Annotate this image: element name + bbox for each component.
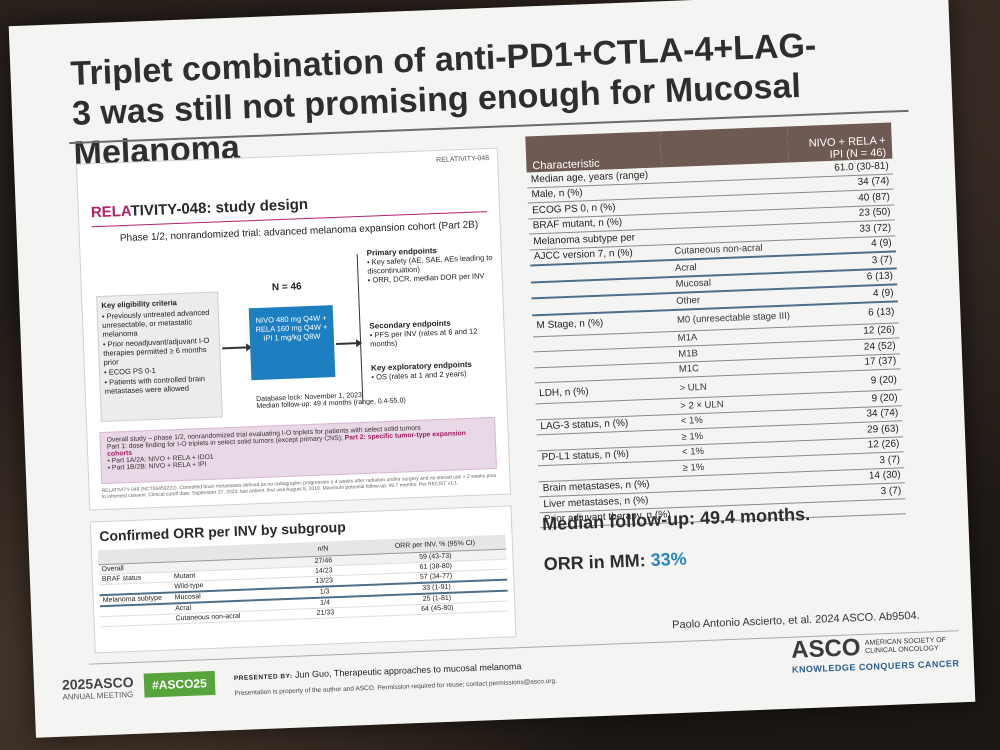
orr-title: Confirmed ORR per INV by subgroup [99, 518, 347, 545]
hashtag-badge: #ASCO25 [143, 670, 216, 698]
phase-part: (Part 2B) [438, 219, 479, 232]
presented-by-label: PRESENTED BY: [233, 672, 293, 683]
presenter-line: PRESENTED BY: Jun Guo, Therapeutic appro… [234, 661, 522, 682]
orr-table: n/N ORR per INV, % (95% CI) Overall 27/46… [97, 534, 509, 628]
society-name: AMERICAN SOCIETY OF CLINICAL ONCOLOGY [864, 636, 947, 655]
logo-meeting: ANNUAL MEETING [62, 690, 134, 702]
flow-arrow [222, 346, 249, 350]
study-reference-label: RELATIVITY-048 [436, 154, 490, 164]
citation: Paolo Antonio Ascierto, et al. 2024 ASCO… [671, 609, 920, 632]
arm-header: NIVO + RELA + IPI (N = 46) [786, 122, 893, 163]
characteristic-value [801, 498, 907, 518]
characteristic-header: Characteristic [525, 131, 662, 173]
orr-mm-value: 33% [650, 548, 688, 571]
eligibility-item: • Patients with controlled brain metasta… [104, 374, 206, 396]
study-title-prefix: RELA [90, 202, 131, 222]
study-design-panel: RELATIVITY-048 RELATIVITY-048: study des… [76, 147, 512, 511]
eligibility-item: • Prior neoadjuvant/adjuvant I-O therapi… [102, 335, 210, 367]
orr-panel: Confirmed ORR per INV by subgroup n/N OR… [89, 505, 517, 654]
database-lock: Database lock: November 1, 2023 Median f… [256, 390, 406, 410]
primary-endpoints: Primary endpoints • Key safety (AE, SAE,… [366, 244, 499, 285]
asco-society-logo: ASCO AMERICAN SOCIETY OF CLINICAL ONCOLO… [790, 630, 960, 675]
property-notice: Presentation is property of the author a… [234, 677, 558, 698]
overall-study-box: Overall study – phase 1/2, nonrandomized… [99, 416, 498, 485]
phase-text: Phase 1/2, nonrandomized trial: advanced… [119, 221, 436, 245]
exploratory-endpoints: Key exploratory endpoints • OS (rates at… [371, 359, 504, 382]
study-title-rest: TIVITY-048: study design [130, 195, 309, 220]
orr-mm-label: ORR in MM: [543, 550, 652, 575]
sample-size: N = 46 [271, 281, 302, 294]
projection-screen: Triplet combination of anti-PD1+CTLA-4+L… [8, 0, 976, 738]
flow-arrow [336, 342, 359, 345]
study-design-title: RELATIVITY-048: study design [91, 196, 309, 221]
logo-brand: ASCO [92, 674, 134, 692]
logo-year: 2025 [61, 675, 94, 693]
asco-meeting-logo: 2025ASCO ANNUAL MEETING [62, 674, 135, 702]
endpoint-item: • PFS per INV (rates at 6 and 12 months) [369, 326, 478, 349]
asco-wordmark: ASCO [790, 634, 862, 664]
orr-group [100, 613, 173, 627]
secondary-endpoints: Secondary endpoints • PFS per INV (rates… [369, 317, 502, 349]
treatment-arm: NIVO 480 mg Q4W + RELA 160 mg Q4W + IPI … [248, 305, 336, 381]
orr-n: 21/33 [284, 606, 367, 620]
orr-mucosal: ORR in MM: 33% [543, 549, 687, 575]
eligibility-box: Key eligibility criteria • Previously un… [96, 291, 223, 423]
eligibility-item: • Previously untreated advanced unresect… [101, 307, 210, 339]
presenter-text: Jun Guo, Therapeutic approaches to mucos… [294, 661, 522, 680]
characteristics-table: Characteristic NIVO + RELA + IPI (N = 46… [525, 122, 907, 529]
